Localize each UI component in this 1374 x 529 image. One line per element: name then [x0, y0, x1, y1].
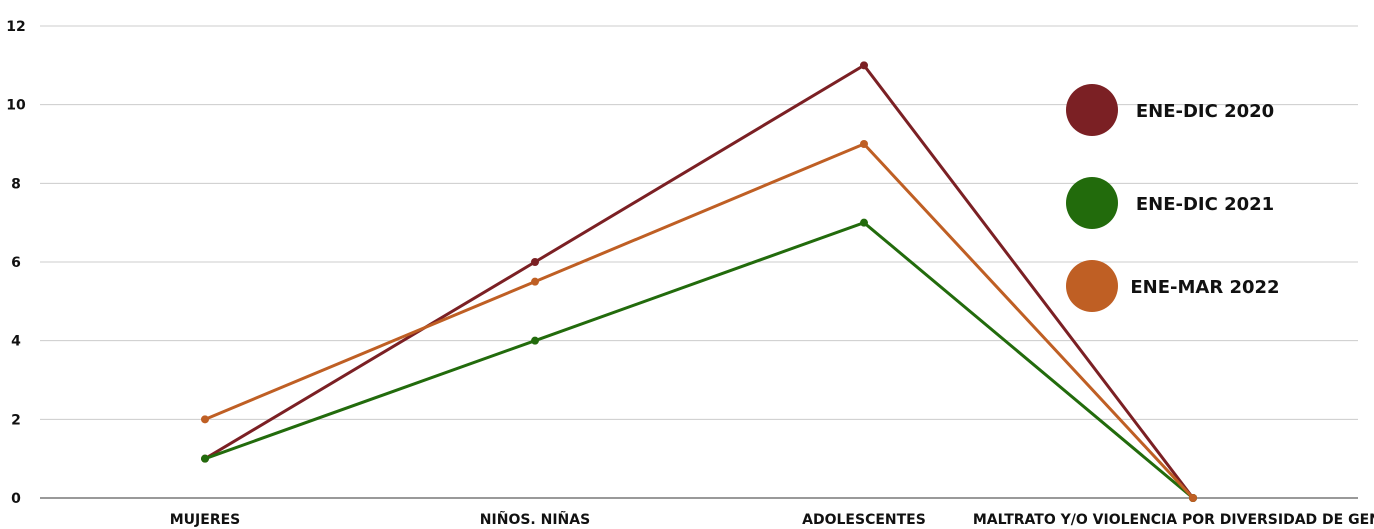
data-point — [201, 415, 209, 424]
legend-swatch — [1066, 177, 1118, 229]
series-line-2 — [204, 142, 1195, 500]
series-lines — [201, 61, 1197, 502]
series-line-0 — [204, 63, 1195, 499]
legend: ENE-DIC 2020 ENE-DIC 2021 ENE-MAR 2022 — [1066, 84, 1280, 312]
data-point — [860, 61, 868, 70]
y-tick-label: 6 — [11, 255, 21, 271]
x-axis: MUJERES NIÑOS. NIÑAS ADOLESCENTES MALTRATO … — [170, 511, 1374, 528]
legend-label: ENE-MAR 2022 — [1130, 277, 1279, 298]
y-tick-label: 8 — [11, 176, 21, 192]
legend-label: ENE-DIC 2021 — [1136, 194, 1274, 215]
x-tick-label: MUJERES — [170, 512, 241, 528]
data-point — [860, 140, 868, 148]
y-tick-label: 10 — [6, 98, 26, 114]
data-point — [531, 277, 539, 286]
x-tick-label: NIÑOS. NIÑAS — [480, 511, 590, 528]
y-axis: 0 2 4 6 8 10 12 — [6, 19, 26, 507]
data-point — [531, 258, 539, 266]
gridlines — [40, 25, 1358, 499]
series-line-1 — [204, 220, 1194, 500]
legend-label: ENE-DIC 2020 — [1136, 101, 1274, 122]
legend-swatch — [1066, 84, 1118, 136]
x-tick-label: MALTRATO Y/O VIOLENCIA POR DIVERSIDAD DE… — [973, 512, 1374, 528]
y-tick-label: 0 — [11, 491, 21, 507]
y-tick-label: 12 — [6, 19, 25, 35]
data-point — [201, 454, 209, 463]
data-point — [1189, 494, 1197, 502]
y-tick-label: 4 — [11, 334, 21, 350]
data-point — [531, 336, 539, 345]
x-tick-label: ADOLESCENTES — [802, 512, 926, 528]
data-point — [860, 218, 868, 227]
legend-swatch — [1066, 260, 1118, 312]
y-tick-label: 2 — [11, 412, 21, 428]
